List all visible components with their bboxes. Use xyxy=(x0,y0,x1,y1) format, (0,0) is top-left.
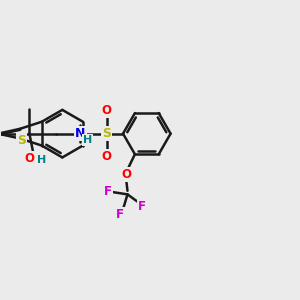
Text: N: N xyxy=(75,127,86,140)
Text: F: F xyxy=(116,208,124,221)
Text: O: O xyxy=(102,104,112,117)
Text: H: H xyxy=(37,154,46,164)
Text: H: H xyxy=(83,135,93,145)
Text: F: F xyxy=(103,185,112,199)
Text: O: O xyxy=(24,152,34,165)
Text: S: S xyxy=(16,134,26,146)
Text: O: O xyxy=(121,168,131,181)
Text: F: F xyxy=(138,200,146,213)
Text: S: S xyxy=(102,127,111,140)
Text: O: O xyxy=(102,150,112,163)
